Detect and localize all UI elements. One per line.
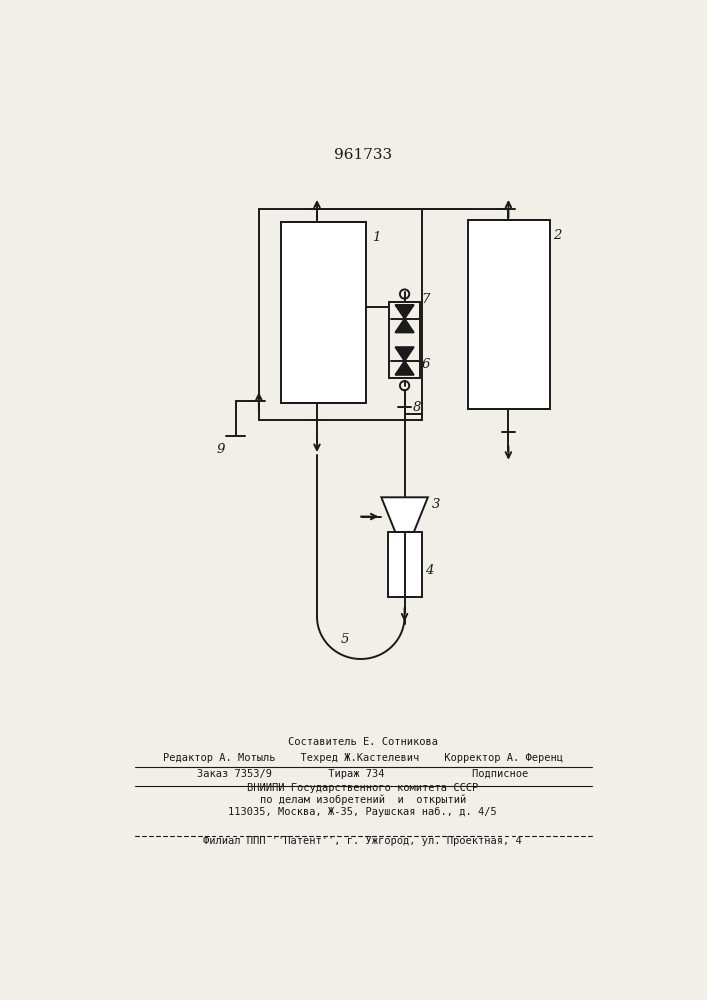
Polygon shape — [395, 305, 414, 319]
Polygon shape — [395, 319, 414, 333]
Text: 2: 2 — [554, 229, 562, 242]
Polygon shape — [395, 319, 414, 333]
Text: 6: 6 — [421, 358, 430, 371]
Text: 5: 5 — [340, 633, 349, 646]
Text: Составитель Е. Сотникова: Составитель Е. Сотникова — [288, 737, 438, 747]
Text: по делам изобретений  и  открытий: по делам изобретений и открытий — [259, 794, 466, 805]
Polygon shape — [395, 347, 414, 361]
Polygon shape — [395, 361, 414, 375]
Bar — [259, 209, 421, 420]
Text: 961733: 961733 — [334, 148, 392, 162]
Bar — [389, 302, 420, 378]
Text: Филиал ППП ''Патент'', г. Ужгород, ул. Проектная, 4: Филиал ППП ''Патент'', г. Ужгород, ул. П… — [204, 836, 522, 846]
Text: 9: 9 — [216, 443, 225, 456]
Text: 1: 1 — [372, 231, 380, 244]
Polygon shape — [381, 497, 428, 532]
Polygon shape — [395, 361, 414, 375]
Text: 3: 3 — [432, 498, 440, 512]
Bar — [387, 532, 421, 597]
Text: ВНИИПИ Государственного комитета СССР: ВНИИПИ Государственного комитета СССР — [247, 783, 479, 793]
Text: 4: 4 — [426, 564, 434, 577]
Bar — [281, 222, 366, 403]
Polygon shape — [395, 347, 414, 361]
Text: 8: 8 — [412, 401, 421, 414]
Text: Редактор А. Мотыль    Техред Ж.Кастелевич    Корректор А. Ференц: Редактор А. Мотыль Техред Ж.Кастелевич К… — [163, 753, 563, 763]
Bar — [468, 220, 549, 409]
Text: Заказ 7353/9         Тираж 734              Подписное: Заказ 7353/9 Тираж 734 Подписное — [197, 769, 528, 779]
Text: 7: 7 — [421, 293, 430, 306]
Text: 113035, Москва, Ж-35, Раушская наб., д. 4/5: 113035, Москва, Ж-35, Раушская наб., д. … — [228, 806, 497, 817]
Polygon shape — [395, 305, 414, 319]
